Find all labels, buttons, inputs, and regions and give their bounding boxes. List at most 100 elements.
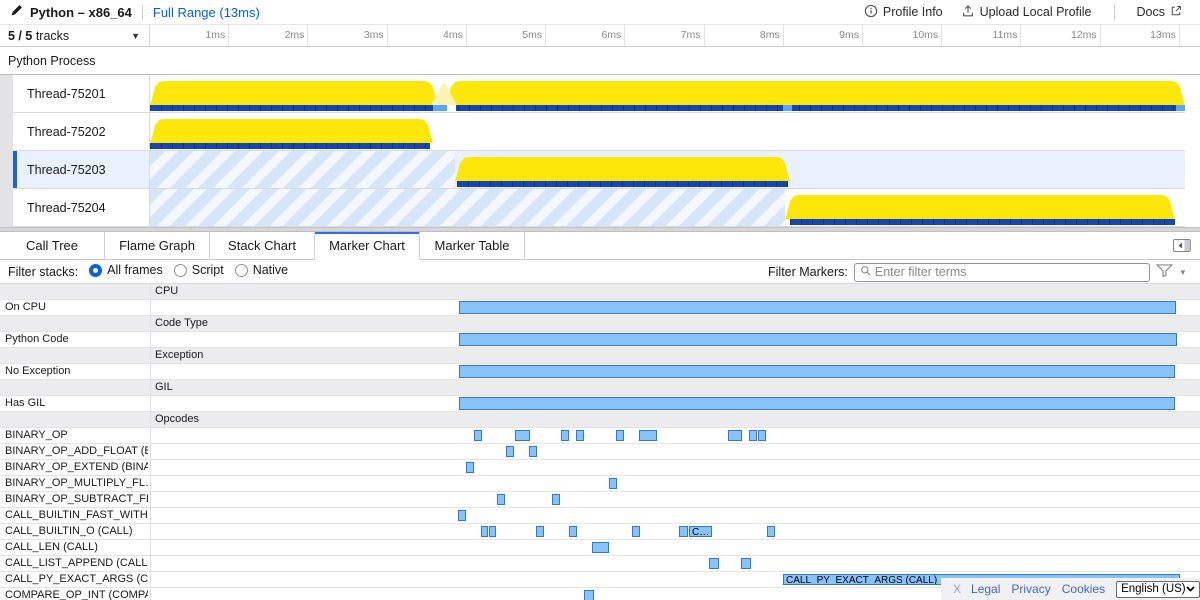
marker-row-label: BINARY_OP_SUBTRACT_FL… (5, 493, 148, 505)
tab-marker-table[interactable]: Marker Table (420, 232, 525, 260)
marker-row-label: No Exception (5, 365, 71, 377)
marker[interactable] (481, 526, 488, 537)
marker[interactable] (459, 365, 1175, 378)
privacy-link[interactable]: Privacy (1011, 582, 1051, 596)
time-tick: 4ms (388, 25, 467, 46)
marker-row[interactable]: BINARY_OP_MULTIPLY_FL… (0, 476, 1200, 492)
marker-filter-searchbox[interactable] (853, 262, 1150, 282)
marker-row[interactable]: CALL_BUILTIN_O (CALL) C… (0, 524, 1200, 540)
gil-strip (790, 219, 1175, 225)
process-track-header[interactable]: Python Process (0, 47, 1200, 75)
marker[interactable] (458, 510, 466, 521)
marker[interactable] (576, 430, 584, 441)
track-row-thread-75204[interactable]: Thread-75204 (13, 189, 1185, 227)
marker[interactable] (497, 494, 505, 505)
marker[interactable] (741, 558, 751, 569)
panel-splitter[interactable] (0, 227, 1200, 232)
marker[interactable] (616, 430, 624, 441)
marker[interactable] (592, 542, 609, 553)
track-row-thread-75201[interactable]: Thread-75201 (13, 75, 1185, 113)
marker[interactable] (474, 430, 482, 441)
marker[interactable] (679, 526, 688, 537)
tab-marker-chart[interactable]: Marker Chart (315, 232, 420, 260)
tab-flame-graph[interactable]: Flame Graph (105, 232, 210, 260)
track-row-thread-75203[interactable]: Thread-75203 (13, 151, 1185, 189)
legal-link[interactable]: Legal (971, 582, 1001, 596)
marker[interactable] (561, 430, 569, 441)
marker[interactable] (767, 526, 775, 537)
radio-option-native[interactable]: Native (234, 263, 288, 277)
marker-row[interactable]: CALL_BUILTIN_FAST_WITH… (0, 508, 1200, 524)
track-row-thread-75202[interactable]: Thread-75202 (13, 113, 1185, 151)
full-range-link[interactable]: Full Range (13ms) (152, 4, 260, 20)
time-tick: 10ms (863, 25, 943, 46)
radio-button[interactable] (89, 263, 103, 277)
profile-info-button[interactable]: Profile Info (858, 4, 949, 21)
marker[interactable] (529, 446, 537, 457)
edit-pencil-icon[interactable] (10, 4, 23, 20)
marker[interactable] (459, 397, 1175, 410)
marker[interactable] (459, 333, 1177, 346)
marker[interactable] (569, 526, 577, 537)
tracks-count-dropdown[interactable]: 5 / 5 tracks ▼ (0, 25, 150, 46)
marker-row[interactable]: CALL_LEN (CALL) (0, 540, 1200, 556)
close-link[interactable]: X (953, 582, 962, 596)
marker[interactable] (758, 430, 766, 441)
tab-filler (525, 232, 1200, 260)
chevron-down-icon[interactable]: ▼ (1178, 267, 1187, 277)
track-activity-graph[interactable] (150, 75, 1185, 112)
upload-profile-button[interactable]: Upload Local Profile (955, 4, 1098, 21)
marker-row-label: CALL_BUILTIN_FAST_WITH… (5, 509, 148, 521)
radio-button[interactable] (234, 263, 248, 277)
time-tick: 5ms (467, 25, 547, 46)
external-link-icon (1170, 5, 1182, 20)
sidebar-toggle-icon[interactable] (1173, 239, 1191, 255)
docs-button[interactable]: Docs (1131, 5, 1188, 20)
marker[interactable] (639, 430, 657, 441)
marker[interactable] (515, 430, 530, 441)
marker-category-row: Opcodes (0, 412, 1200, 428)
marker-row[interactable]: BINARY_OP_ADD_FLOAT (B… (0, 444, 1200, 460)
track-activity-graph[interactable] (150, 189, 1185, 226)
marker-row[interactable]: Python Code (0, 332, 1200, 348)
marker[interactable] (584, 590, 594, 600)
cpu-activity-shape (446, 81, 1185, 105)
marker-row[interactable]: BINARY_OP_SUBTRACT_FL… (0, 492, 1200, 508)
marker[interactable] (489, 526, 496, 537)
marker-row[interactable]: Has GIL (0, 396, 1200, 412)
marker-category-row: CPU (0, 284, 1200, 300)
language-select[interactable]: English (US) (1116, 580, 1200, 598)
marker[interactable] (506, 446, 514, 457)
track-activity-graph[interactable] (150, 151, 1185, 188)
radio-option-script[interactable]: Script (173, 263, 224, 277)
marker[interactable] (609, 478, 617, 489)
marker[interactable]: C… (689, 526, 712, 537)
marker-filter-input[interactable] (874, 265, 1144, 279)
cookies-link[interactable]: Cookies (1061, 582, 1106, 596)
marker[interactable] (709, 558, 719, 569)
funnel-filter-icon[interactable] (1155, 264, 1174, 280)
marker-row-label: BINARY_OP_ADD_FLOAT (B… (5, 445, 148, 457)
marker[interactable] (552, 494, 560, 505)
marker-row[interactable]: CALL_LIST_APPEND (CALL) (0, 556, 1200, 572)
marker-row[interactable]: BINARY_OP_EXTEND (BINA… (0, 460, 1200, 476)
tab-call-tree[interactable]: Call Tree (0, 232, 105, 260)
profile-name-group[interactable]: Python – x86_64 (10, 4, 132, 20)
marker-row[interactable]: No Exception (0, 364, 1200, 380)
marker[interactable] (466, 462, 474, 473)
marker[interactable] (728, 430, 742, 441)
time-ruler[interactable]: 1ms 2ms 3ms 4ms 5ms 6ms 7ms 8ms 9ms 10ms 11ms 12ms 1… (150, 25, 1200, 46)
marker[interactable] (536, 526, 544, 537)
marker-row[interactable]: COMPARE_OP_INT (COMPA… (0, 588, 1200, 600)
marker[interactable] (632, 526, 640, 537)
radio-option-all-frames[interactable]: All frames (89, 263, 163, 277)
marker-row[interactable]: On CPU (0, 300, 1200, 316)
marker-row[interactable]: BINARY_OP (0, 428, 1200, 444)
track-activity-graph[interactable] (150, 113, 1185, 150)
track-label: Thread-75203 (13, 151, 150, 188)
marker-chart[interactable]: CPU On CPU Code Type Python Code Exception No… (0, 284, 1200, 600)
tab-stack-chart[interactable]: Stack Chart (210, 232, 315, 260)
marker[interactable] (459, 301, 1176, 314)
marker[interactable] (749, 430, 757, 441)
radio-button[interactable] (173, 263, 187, 277)
